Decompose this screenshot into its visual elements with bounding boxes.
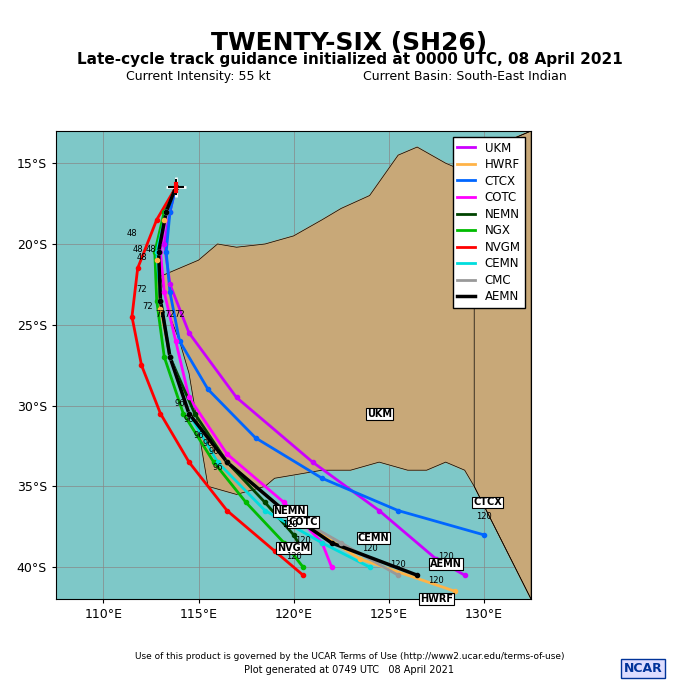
Text: 96: 96 — [174, 398, 185, 408]
Text: 48: 48 — [127, 229, 137, 238]
Text: Current Basin: South-East Indian: Current Basin: South-East Indian — [363, 70, 567, 83]
Text: 120: 120 — [428, 576, 444, 585]
Text: 120: 120 — [295, 536, 311, 545]
Text: NVGM: NVGM — [277, 543, 310, 553]
Text: 120: 120 — [390, 560, 406, 569]
Polygon shape — [474, 131, 531, 599]
Text: 72: 72 — [165, 309, 175, 319]
Text: 120: 120 — [438, 552, 454, 561]
Text: 48: 48 — [136, 253, 147, 262]
Text: 120: 120 — [282, 520, 298, 528]
Text: 120: 120 — [286, 552, 301, 561]
Text: 96: 96 — [208, 447, 219, 456]
Text: 120: 120 — [362, 544, 377, 553]
Text: Plot generated at 0749 UTC   08 April 2021: Plot generated at 0749 UTC 08 April 2021 — [245, 665, 454, 675]
Text: NCAR: NCAR — [624, 662, 663, 675]
Text: 96: 96 — [193, 431, 204, 440]
Text: 96: 96 — [203, 439, 213, 448]
Text: 96: 96 — [212, 463, 223, 472]
Text: TWENTY-SIX (SH26): TWENTY-SIX (SH26) — [211, 31, 488, 55]
Text: Current Intensity: 55 kt: Current Intensity: 55 kt — [126, 70, 271, 83]
Text: Late-cycle track guidance initialized at 0000 UTC, 08 April 2021: Late-cycle track guidance initialized at… — [77, 52, 622, 67]
Text: 96: 96 — [184, 415, 194, 424]
Text: AEMN: AEMN — [430, 559, 461, 569]
Text: 72: 72 — [174, 309, 185, 319]
Polygon shape — [161, 131, 531, 599]
Text: 48: 48 — [132, 245, 143, 254]
Text: 72: 72 — [142, 302, 152, 311]
Text: Use of this product is governed by the UCAR Terms of Use (http://www2.ucar.edu/t: Use of this product is governed by the U… — [135, 652, 564, 661]
Text: 120: 120 — [476, 512, 491, 521]
Text: 120: 120 — [282, 520, 298, 528]
Text: COTC: COTC — [288, 517, 318, 527]
Text: UKM: UKM — [367, 409, 391, 419]
Text: 72: 72 — [136, 285, 147, 294]
Text: HWRF: HWRF — [419, 595, 453, 604]
Legend: UKM, HWRF, CTCX, COTC, NEMN, NGX, NVGM, CEMN, CMC, AEMN: UKM, HWRF, CTCX, COTC, NEMN, NGX, NVGM, … — [453, 137, 526, 308]
Text: 48: 48 — [145, 245, 157, 254]
Text: 72: 72 — [155, 309, 166, 319]
Text: CTCX: CTCX — [473, 497, 502, 508]
Text: NEMN: NEMN — [273, 506, 306, 515]
Text: CEMN: CEMN — [358, 533, 389, 543]
